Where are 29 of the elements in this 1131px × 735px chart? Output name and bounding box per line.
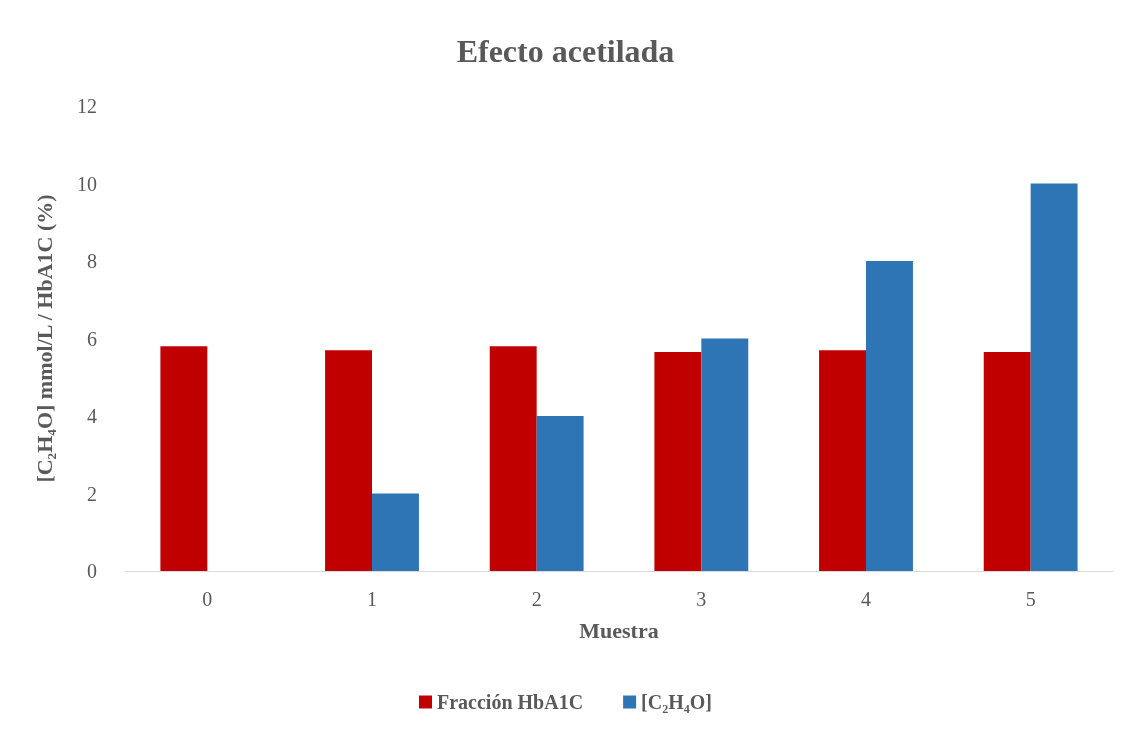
bar bbox=[489, 346, 537, 571]
bar bbox=[325, 350, 372, 571]
x-tick-label: 0 bbox=[202, 588, 213, 610]
y-tick-label: 4 bbox=[87, 405, 97, 427]
y-tick-label: 6 bbox=[87, 327, 97, 350]
x-tick-label: 5 bbox=[1025, 588, 1036, 610]
bar bbox=[819, 350, 866, 571]
bar bbox=[160, 346, 208, 571]
bar bbox=[372, 493, 419, 571]
chart-title: Efecto acetilada bbox=[456, 33, 675, 69]
x-tick-label: 4 bbox=[861, 588, 871, 610]
x-tick-label: 2 bbox=[531, 588, 542, 610]
bar bbox=[701, 338, 749, 571]
y-tick-label: 2 bbox=[87, 482, 97, 505]
y-tick-label: 12 bbox=[77, 95, 97, 117]
bar bbox=[866, 261, 913, 571]
x-tick-label: 1 bbox=[367, 588, 377, 610]
bar bbox=[1030, 183, 1078, 571]
y-tick-label: 0 bbox=[87, 560, 97, 582]
bar bbox=[983, 352, 1031, 571]
bar bbox=[536, 416, 584, 571]
legend-label: Fracción HbA1C bbox=[437, 691, 584, 713]
legend-label: [C₂H₄O] bbox=[641, 691, 712, 713]
y-axis-title: [C₂H₄O] mmol/L / HbA1C (%) bbox=[31, 194, 57, 483]
x-axis-title: Muestra bbox=[579, 617, 659, 643]
x-tick-label: 3 bbox=[696, 588, 707, 610]
y-tick-label: 10 bbox=[77, 172, 97, 195]
bar bbox=[654, 352, 702, 571]
y-tick-label: 8 bbox=[87, 250, 97, 272]
